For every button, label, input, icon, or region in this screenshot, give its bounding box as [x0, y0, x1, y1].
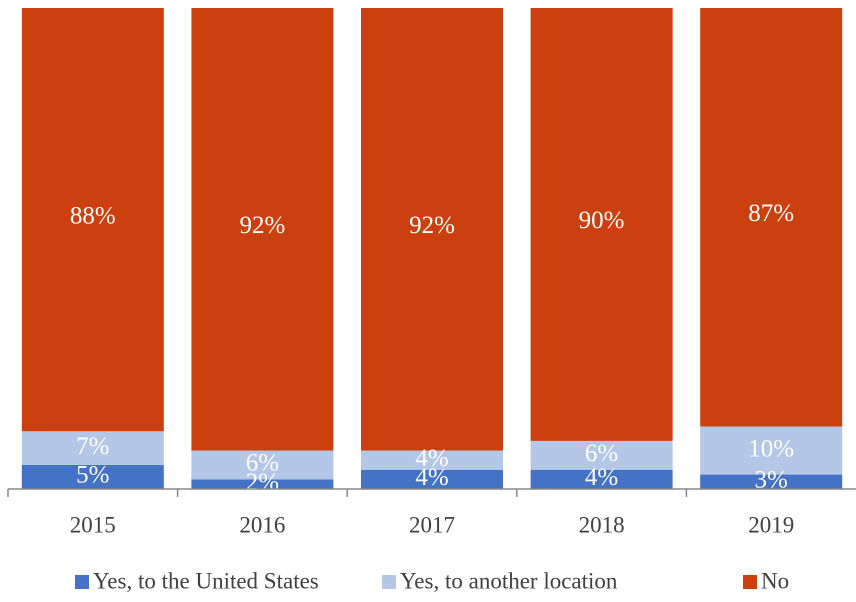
- data-label: 4%: [585, 464, 618, 491]
- data-label: 5%: [76, 462, 109, 489]
- legend-swatch: [75, 575, 89, 589]
- data-label: 2%: [246, 469, 279, 496]
- legend-swatch: [382, 575, 396, 589]
- data-label: 4%: [415, 464, 448, 491]
- data-label: 7%: [76, 433, 109, 460]
- bar-segment: [700, 8, 843, 427]
- bar-segment: [21, 431, 164, 465]
- data-label: 87%: [748, 200, 794, 227]
- bar-segment: [191, 450, 334, 480]
- data-label: 92%: [409, 212, 455, 239]
- bar-segment: [700, 426, 843, 475]
- bar-segment: [361, 450, 503, 470]
- legend-swatch: [743, 575, 757, 589]
- data-label: 6%: [585, 440, 618, 467]
- data-label: 10%: [748, 435, 794, 462]
- bar-segment: [530, 440, 673, 470]
- x-tick-label: 2016: [239, 512, 285, 537]
- x-tick-label: 2017: [409, 512, 455, 537]
- bar-segment: [530, 469, 673, 489]
- bar-segment: [191, 479, 334, 489]
- bar-segment: [700, 474, 843, 489]
- x-tick-label: 2019: [748, 512, 794, 537]
- bar-segment: [191, 8, 334, 451]
- bar-segment: [530, 8, 673, 441]
- legend-label: Yes, to the United States: [93, 568, 319, 593]
- bar-segment: [21, 8, 164, 432]
- bar-segment: [361, 8, 503, 451]
- x-tick-label: 2018: [579, 512, 625, 537]
- legend-label: Yes, to another location: [400, 568, 618, 593]
- data-label: 88%: [70, 202, 116, 229]
- bar-segment: [361, 469, 503, 489]
- data-label: 6%: [246, 450, 279, 477]
- x-tick-label: 2015: [70, 512, 116, 537]
- legend-label: No: [761, 568, 789, 593]
- bar-segment: [21, 464, 164, 489]
- data-label: 90%: [579, 207, 625, 234]
- data-label: 92%: [239, 212, 285, 239]
- data-label: 4%: [415, 445, 448, 472]
